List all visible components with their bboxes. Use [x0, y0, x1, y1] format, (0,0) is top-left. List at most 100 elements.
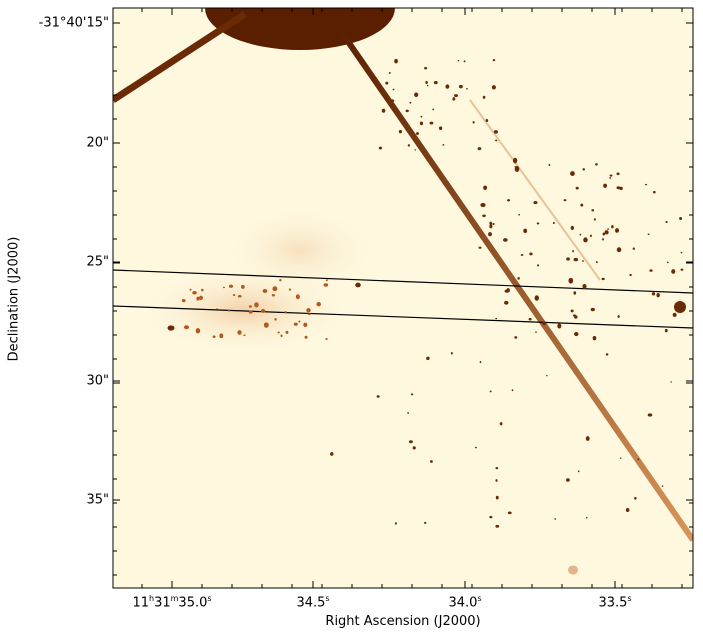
- y-axis-label: Declination (J2000): [6, 236, 22, 362]
- point-source: [566, 257, 570, 261]
- point-source: [480, 202, 486, 208]
- point-source: [499, 422, 503, 426]
- point-source: [495, 495, 499, 500]
- point-source: [644, 183, 648, 186]
- point-source: [262, 288, 268, 294]
- point-source: [183, 325, 190, 330]
- point-source: [189, 288, 192, 291]
- point-source: [199, 295, 203, 301]
- ytick-label: 30": [86, 373, 109, 389]
- diffuse-haze: [220, 205, 380, 295]
- point-source: [248, 310, 253, 314]
- point-source: [308, 313, 311, 316]
- point-source: [573, 291, 577, 295]
- point-source: [458, 84, 463, 89]
- point-source: [536, 222, 540, 225]
- point-source: [590, 307, 595, 312]
- point-source: [523, 228, 528, 234]
- diffraction-spike-left: [113, 11, 247, 103]
- point-source: [585, 436, 590, 441]
- point-source: [472, 121, 475, 124]
- point-source: [602, 238, 604, 241]
- point-source: [656, 293, 660, 298]
- point-source: [167, 325, 175, 331]
- point-source: [407, 144, 410, 147]
- point-source: [680, 251, 683, 254]
- point-source: [237, 330, 242, 335]
- point-source: [293, 322, 298, 326]
- point-source: [570, 171, 575, 177]
- diffraction-spike-right: [337, 28, 693, 542]
- point-source: [533, 201, 538, 205]
- point-source: [272, 286, 278, 292]
- point-source: [228, 284, 234, 288]
- image-border: [112, 7, 694, 589]
- point-source: [482, 95, 486, 99]
- point-source: [572, 250, 574, 253]
- point-source: [604, 230, 609, 235]
- point-source: [355, 282, 361, 288]
- point-source: [632, 247, 635, 250]
- point-source: [514, 166, 520, 172]
- slit-line-upper: [113, 269, 693, 294]
- x-axis-label: Right Ascension (J2000): [325, 614, 481, 629]
- point-source: [557, 323, 562, 329]
- point-source: [243, 334, 246, 337]
- point-source: [602, 232, 606, 236]
- point-source: [445, 84, 450, 89]
- point-source: [514, 336, 518, 339]
- point-source: [493, 130, 499, 134]
- point-source: [232, 294, 236, 297]
- point-source: [452, 97, 456, 101]
- point-source: [260, 308, 266, 313]
- point-source: [603, 183, 607, 188]
- point-source: [666, 261, 669, 264]
- point-source: [325, 338, 328, 340]
- point-source: [424, 66, 428, 70]
- point-source: [295, 294, 300, 300]
- point-source: [679, 216, 683, 220]
- point-source: [394, 522, 397, 525]
- point-source: [192, 290, 197, 295]
- point-source: [274, 317, 277, 321]
- point-source: [507, 199, 511, 202]
- point-source: [619, 186, 623, 191]
- point-source: [398, 129, 403, 134]
- point-source: [323, 283, 329, 287]
- point-source: [492, 59, 496, 62]
- point-source: [280, 334, 283, 338]
- point-source: [426, 84, 429, 87]
- point-source: [378, 146, 383, 150]
- point-source: [595, 163, 598, 166]
- point-source: [573, 257, 579, 262]
- point-source: [582, 283, 587, 290]
- point-source: [304, 335, 308, 339]
- ytick-label: -31°40'15": [38, 15, 109, 31]
- point-source: [392, 88, 395, 91]
- point-source: [572, 314, 576, 317]
- point-source: [672, 312, 677, 318]
- point-source: [647, 413, 653, 417]
- ytick-label: 20": [86, 135, 109, 151]
- point-source: [582, 168, 585, 171]
- point-source: [237, 294, 242, 298]
- point-source: [649, 269, 653, 272]
- point-source: [637, 458, 640, 461]
- point-source: [625, 507, 630, 513]
- point-source: [432, 108, 434, 111]
- point-source: [616, 247, 622, 253]
- point-source: [495, 479, 498, 482]
- point-source: [535, 331, 537, 333]
- point-source: [634, 496, 637, 500]
- point-source: [222, 286, 225, 289]
- point-source: [605, 353, 609, 356]
- point-source: [514, 166, 517, 168]
- point-source: [325, 279, 328, 282]
- point-source: [652, 190, 656, 194]
- point-source: [495, 466, 499, 470]
- point-source: [442, 144, 445, 146]
- point-source: [303, 322, 308, 327]
- point-source: [548, 163, 551, 166]
- point-source: [593, 218, 596, 221]
- point-source: [529, 252, 533, 256]
